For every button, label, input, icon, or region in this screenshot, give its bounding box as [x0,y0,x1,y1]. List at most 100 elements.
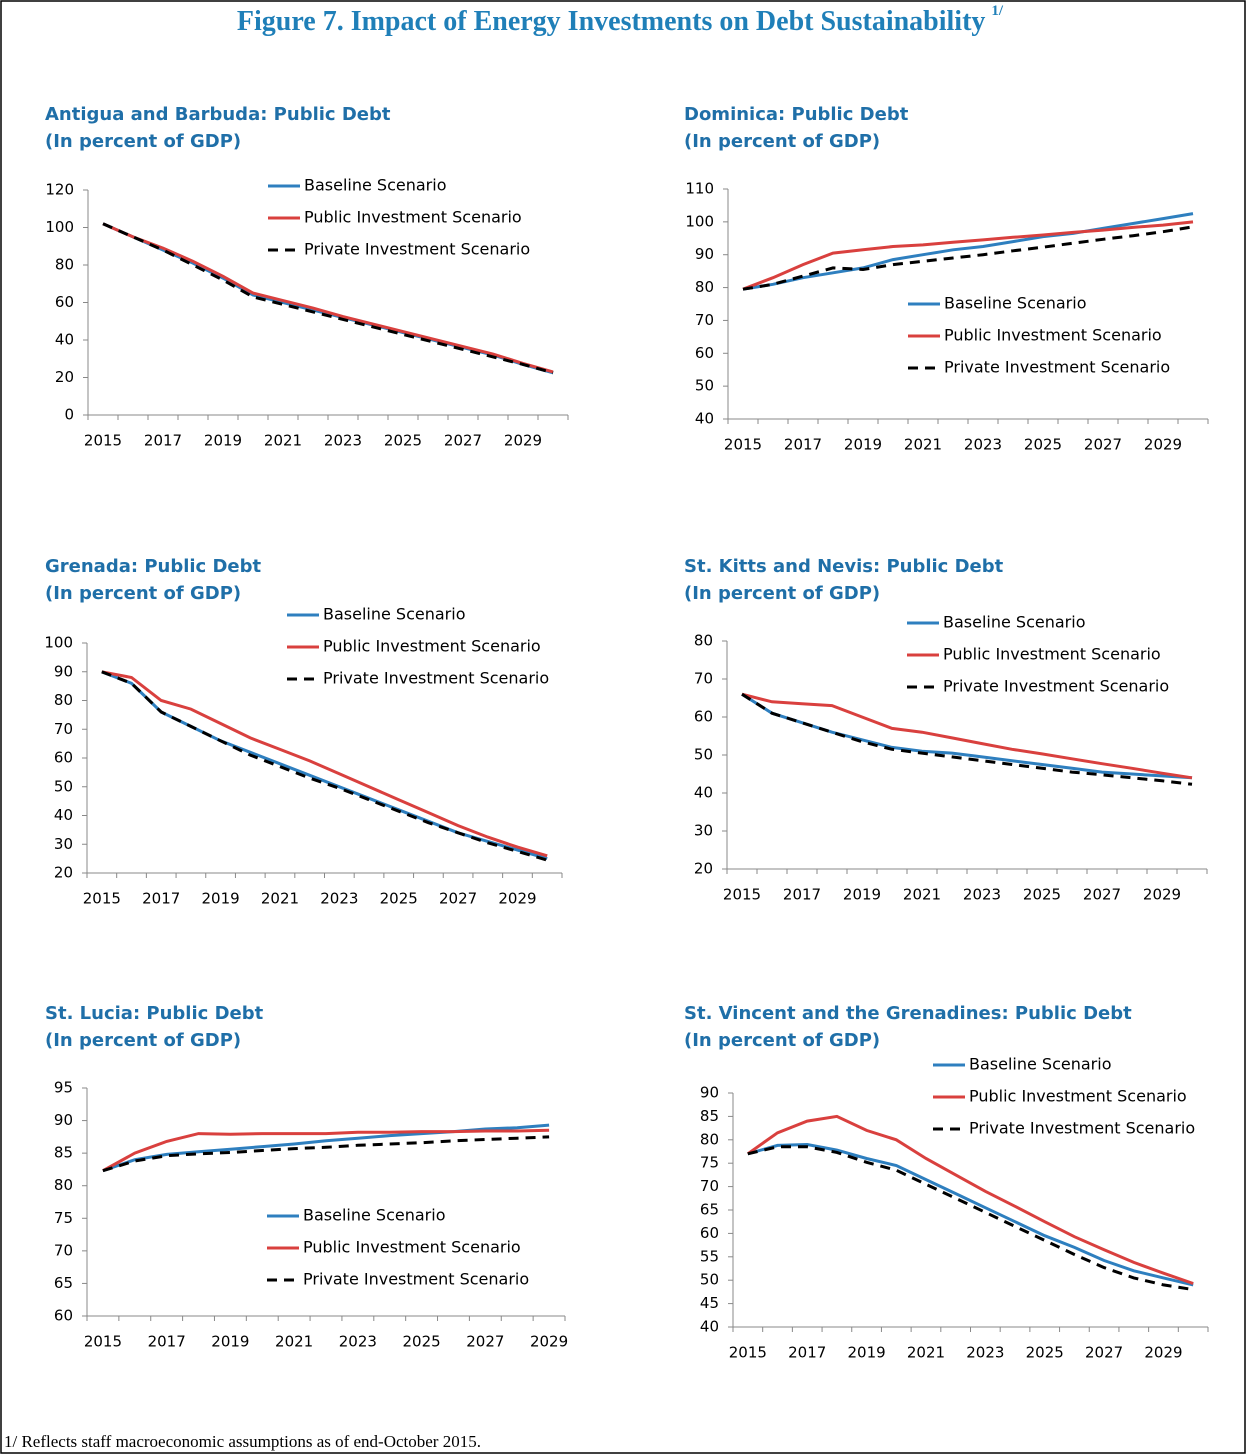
x-tick-label: 2025 [1024,436,1062,454]
series-line [742,225,1194,291]
x-tick-label: 2015 [83,890,121,908]
x-tick-label: 2029 [1144,1344,1182,1362]
y-tick-label: 20 [54,864,73,882]
x-tick-label: 2025 [380,890,418,908]
y-tick-label: 70 [54,720,73,738]
x-tick-label: 2023 [963,886,1001,904]
y-tick-label: 45 [700,1294,719,1312]
x-tick-label: 2017 [783,886,821,904]
y-tick-label: 60 [54,1307,73,1325]
x-tick-label: 2023 [966,1344,1004,1362]
chart-title: St. Lucia: Public Debt [45,1003,264,1024]
x-tick-label: 2017 [148,1333,186,1351]
figure-title: Figure 7. Impact of Energy Investments o… [237,3,1004,37]
y-tick-label: 40 [55,331,74,349]
y-tick-label: 85 [700,1107,719,1125]
y-tick-label: 65 [54,1274,73,1292]
series-line [746,1114,1194,1285]
chart-title: St. Vincent and the Grenadines: Public D… [684,1003,1132,1024]
series-line [742,220,1194,291]
x-tick-label: 2017 [788,1344,826,1362]
x-tick-label: 2019 [843,886,881,904]
y-tick-label: 75 [700,1154,719,1172]
y-tick-label: 70 [700,1177,719,1195]
y-tick-label: 80 [700,1130,719,1148]
series-line [101,670,548,858]
x-tick-label: 2015 [724,436,762,454]
legend-label: Private Investment Scenario [943,677,1169,696]
x-tick-label: 2025 [1026,1344,1064,1362]
y-tick-label: 60 [55,293,74,311]
series-line [101,670,548,861]
series-line [741,692,1193,780]
x-tick-label: 2015 [723,886,761,904]
x-tick-label: 2029 [1143,886,1181,904]
x-tick-label: 2023 [339,1333,377,1351]
chart-subtitle: (In percent of GDP) [45,1030,241,1051]
y-tick-label: 90 [54,662,73,680]
legend-label: Baseline Scenario [944,294,1086,313]
series-line [747,1145,1194,1292]
y-tick-label: 50 [700,1271,719,1289]
x-tick-label: 2021 [275,1333,313,1351]
x-tick-label: 2029 [530,1333,568,1351]
x-tick-label: 2017 [784,436,822,454]
y-tick-label: 120 [45,181,74,199]
chart-subtitle: (In percent of GDP) [684,131,880,152]
y-tick-label: 60 [700,1224,719,1242]
x-tick-label: 2019 [204,432,242,450]
y-tick-label: 50 [694,746,713,764]
y-tick-label: 90 [54,1111,73,1129]
x-tick-label: 2027 [1084,436,1122,454]
y-tick-label: 20 [694,860,713,878]
footnote: 1/ Reflects staff macroeconomic assumpti… [4,1432,481,1451]
title-text: Figure 7. Impact of Energy Investments o… [237,6,986,37]
legend-label: Public Investment Scenario [323,637,541,656]
legend-label: Private Investment Scenario [944,358,1170,377]
chart-title: Dominica: Public Debt [684,104,909,125]
series-line [741,692,1193,780]
series-line [742,212,1194,291]
x-tick-label: 2023 [320,890,358,908]
legend-label: Public Investment Scenario [303,1238,521,1257]
y-tick-label: 70 [54,1241,73,1259]
x-tick-label: 2019 [848,1344,886,1362]
legend-label: Private Investment Scenario [323,669,549,688]
y-tick-label: 110 [685,180,714,198]
y-tick-label: 40 [694,784,713,802]
x-tick-label: 2019 [211,1333,249,1351]
legend-label: Private Investment Scenario [304,240,530,259]
y-tick-label: 70 [695,311,714,329]
y-tick-label: 30 [694,822,713,840]
y-tick-label: 100 [45,218,74,236]
x-tick-label: 2027 [1083,886,1121,904]
y-tick-label: 70 [694,670,713,688]
x-tick-label: 2017 [144,432,182,450]
y-tick-label: 20 [55,368,74,386]
chart-subtitle: (In percent of GDP) [45,131,241,152]
x-tick-label: 2021 [903,886,941,904]
y-tick-label: 50 [54,777,73,795]
y-tick-label: 80 [694,632,713,650]
legend-label: Public Investment Scenario [969,1087,1187,1106]
y-tick-label: 0 [64,406,74,424]
y-tick-label: 50 [695,377,714,395]
y-tick-label: 100 [44,634,73,652]
x-tick-label: 2029 [498,890,536,908]
y-tick-label: 80 [55,256,74,274]
x-tick-label: 2019 [844,436,882,454]
series-line [101,670,548,862]
x-tick-label: 2025 [384,432,422,450]
y-tick-label: 80 [54,691,73,709]
x-tick-label: 2017 [142,890,180,908]
y-tick-label: 40 [695,410,714,428]
chart-title: Antigua and Barbuda: Public Debt [45,104,391,125]
legend-label: Private Investment Scenario [969,1119,1195,1138]
series-line [102,1128,550,1173]
legend-label: Baseline Scenario [323,605,465,624]
series-line [102,222,554,375]
x-tick-label: 2029 [1144,436,1182,454]
y-tick-label: 100 [685,212,714,230]
x-tick-label: 2021 [907,1344,945,1362]
